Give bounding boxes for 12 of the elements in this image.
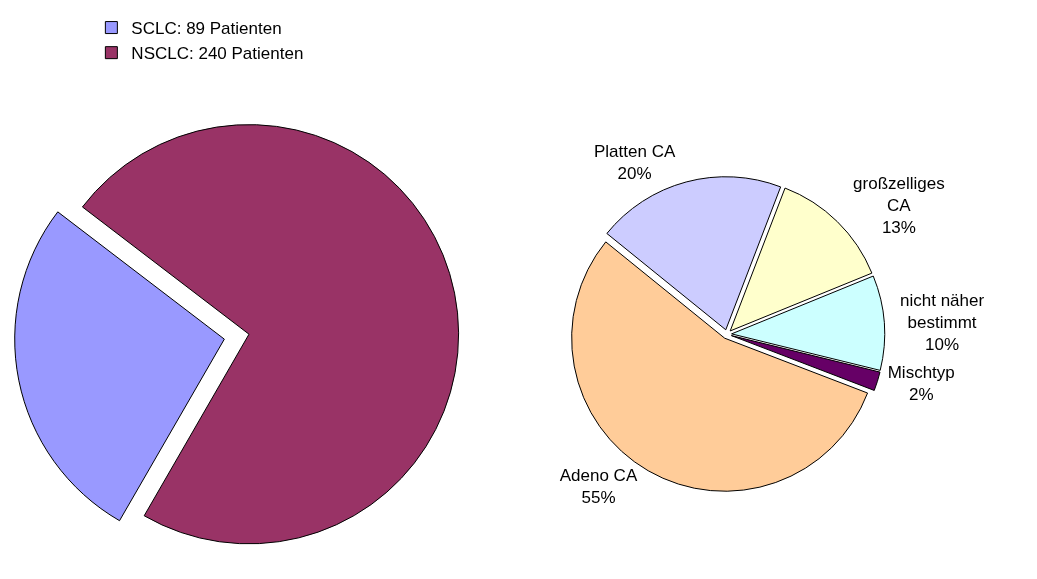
legend-label: SCLC: 89 Patienten xyxy=(131,19,282,39)
data-label: 13% xyxy=(881,218,916,238)
slice-label: Mischtyp xyxy=(887,362,955,382)
slice-label: Adeno CA xyxy=(559,465,638,485)
slice-label: Platten CA xyxy=(593,142,676,162)
data-label: 10% xyxy=(925,335,960,355)
slice-label: großzelliges CA xyxy=(853,173,945,215)
slice-label: nicht näher bestimmt xyxy=(900,290,985,333)
data-label: 55% xyxy=(581,487,616,507)
data-label: 20% xyxy=(617,164,652,184)
data-label: 2% xyxy=(908,384,934,404)
legend-label: NSCLC: 240 Patienten xyxy=(131,44,304,64)
